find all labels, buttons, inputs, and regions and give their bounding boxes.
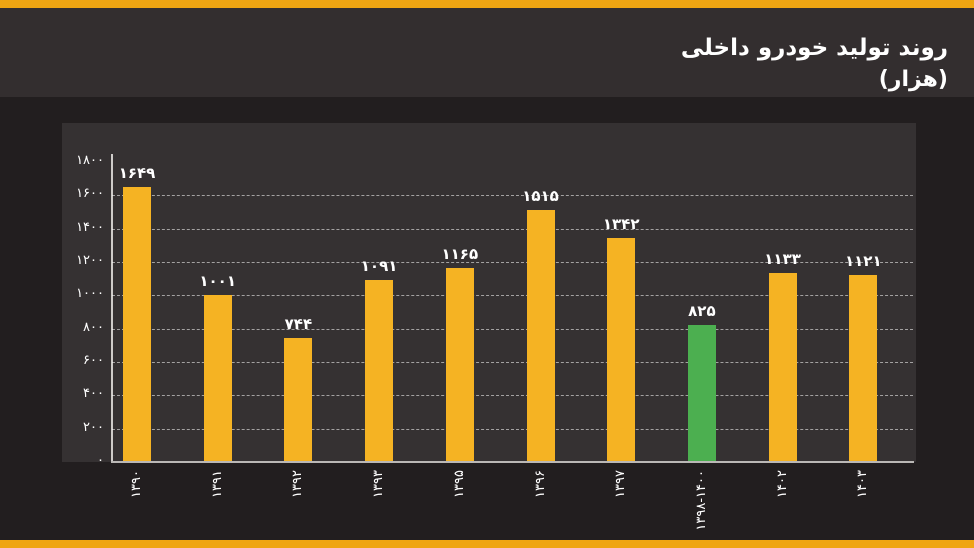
bar-value-label-1396: ۱۵۱۵ — [522, 186, 559, 205]
x-tick-label-1397: ۱۳۹۷ — [613, 470, 629, 498]
x-tick-label-1402: ۱۴۰۲ — [774, 470, 790, 498]
gridline-400 — [112, 395, 913, 397]
bar-value-label-1391: ۱۰۰۱ — [199, 272, 236, 291]
y-tick-label: ۶۰۰ — [83, 353, 104, 368]
bar-value-label-1398-1400: ۸۲۵ — [688, 301, 716, 320]
bar-1390 — [123, 187, 151, 461]
bar-1398-1400 — [687, 324, 716, 461]
chart-title-line1: روند تولید خودرو داخلی — [680, 35, 948, 61]
y-tick-label: ۱۸۰۰ — [76, 153, 104, 168]
bar-1397 — [607, 238, 636, 461]
y-tick-label: ۱۴۰۰ — [76, 219, 104, 235]
gridline-1200 — [112, 262, 913, 263]
gridline-1400 — [112, 228, 913, 230]
x-axis-line — [111, 461, 914, 463]
gridline-600 — [112, 362, 913, 363]
x-tick-label-1390: ۱۳۹۰ — [129, 470, 144, 498]
bar-1391 — [203, 295, 232, 461]
x-tick-label-1392: ۱۳۹۲ — [290, 470, 306, 498]
x-tick-label-1396: ۱۳۹۶ — [532, 470, 548, 498]
y-tick-label: ۲۰۰ — [83, 419, 104, 435]
bar-1392 — [284, 338, 313, 461]
x-tick-label-1403: ۱۴۰۳ — [855, 470, 871, 498]
top-accent-bar — [0, 0, 974, 8]
chart-title-unit: (هزار) — [878, 67, 948, 92]
x-tick-label-1391: ۱۳۹۱ — [209, 470, 225, 498]
bottom-accent-bar — [0, 540, 974, 548]
x-tick-label-1398-1400: ۱۳۹۸-۱۴۰۰ — [693, 470, 709, 531]
bar-value-label-1402: ۱۱۳۳ — [764, 250, 801, 269]
x-tick-label-1393: ۱۳۹۳ — [371, 470, 387, 498]
bar-value-label-1393: ۱۰۹۱ — [360, 257, 398, 276]
bar-value-label-1403: ۱۱۲۱ — [844, 252, 882, 271]
gridline-1600 — [112, 195, 913, 197]
y-tick-label: ۱۶۰۰ — [76, 186, 104, 202]
x-tick-label-1395: ۱۳۹۵ — [451, 470, 467, 498]
bar-1403 — [849, 275, 878, 461]
bar-value-label-1392: ۷۴۴ — [284, 315, 313, 333]
bar-value-label-1390: ۱۶۴۹ — [118, 164, 156, 183]
y-tick-label: ۸۰۰ — [83, 319, 104, 335]
chart-header: روند تولید خودرو داخلی (هزار) — [0, 8, 974, 97]
bar-value-label-1397: ۱۳۴۲ — [602, 215, 640, 234]
bar-1402 — [768, 273, 797, 461]
y-tick-label: ۰ — [97, 453, 104, 468]
gridline-200 — [112, 428, 913, 430]
y-axis-line — [111, 154, 113, 462]
bar-1396 — [526, 209, 555, 461]
bar-1393 — [365, 280, 394, 461]
y-tick-label: ۱۰۰۰ — [76, 286, 104, 302]
y-tick-label: ۴۰۰ — [83, 386, 104, 402]
bar-value-label-1395: ۱۱۶۵ — [441, 244, 479, 263]
y-tick-label: ۱۲۰۰ — [76, 253, 104, 268]
chart-title: روند تولید خودرو داخلی (هزار) — [681, 32, 948, 96]
gridline-1000 — [112, 295, 913, 297]
gridline-800 — [112, 328, 913, 330]
bar-1395 — [445, 267, 474, 461]
